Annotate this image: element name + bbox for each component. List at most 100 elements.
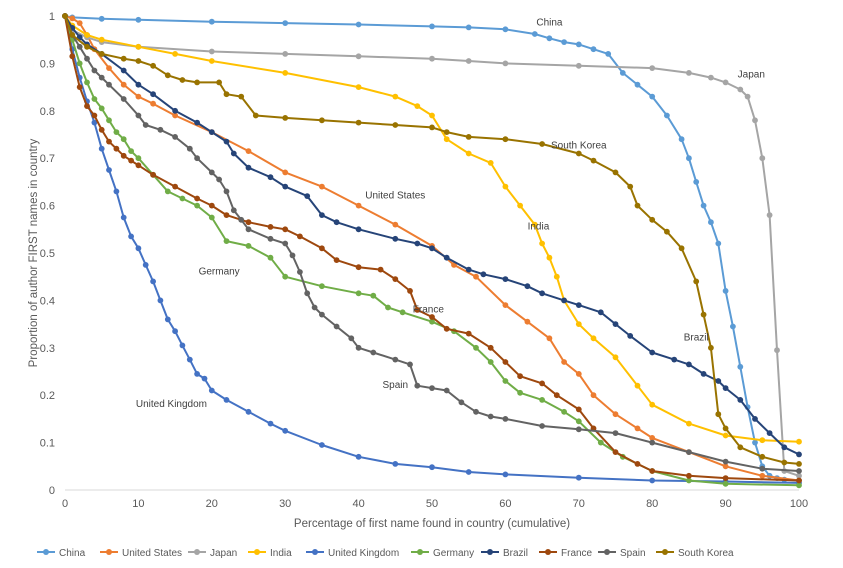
data-point (282, 51, 289, 57)
data-point (282, 169, 289, 176)
legend-marker (43, 549, 49, 555)
data-point (355, 21, 362, 28)
data-point (208, 202, 215, 209)
data-point (245, 164, 252, 171)
data-point (370, 292, 377, 299)
x-tick-label: 50 (426, 498, 438, 510)
data-point (392, 461, 399, 467)
data-point (737, 397, 744, 403)
y-tick-label: 0.3 (40, 343, 55, 355)
x-tick-label: 90 (719, 498, 731, 510)
annotation-label: Spain (383, 380, 409, 391)
data-point (186, 356, 193, 363)
data-point (649, 435, 656, 441)
data-point (113, 188, 120, 195)
data-point (69, 53, 76, 60)
data-point (752, 117, 758, 124)
data-point (150, 171, 157, 178)
legend-item: Germany (411, 548, 474, 559)
data-point (590, 392, 597, 399)
data-point (106, 81, 112, 88)
data-point (612, 430, 619, 436)
legend-item: Brazil (481, 548, 528, 559)
data-point (385, 304, 391, 311)
data-point (120, 136, 127, 143)
data-point (612, 449, 619, 455)
legend-item: France (539, 548, 593, 559)
data-point (429, 112, 435, 119)
data-point (245, 219, 252, 226)
series-united-kingdom (62, 13, 802, 486)
data-point (759, 437, 766, 444)
data-point (722, 288, 729, 294)
data-point (465, 330, 472, 337)
legend-marker (487, 549, 493, 555)
data-point (634, 202, 641, 209)
data-point (297, 269, 303, 275)
legend-label: France (561, 548, 593, 559)
data-point (113, 129, 120, 136)
data-point (443, 254, 450, 261)
data-point (245, 226, 252, 233)
data-point (429, 55, 435, 62)
series-south-korea (62, 13, 802, 467)
data-point (120, 214, 127, 221)
y-tick-label: 1 (49, 11, 55, 23)
data-point (355, 290, 362, 297)
data-point (487, 359, 494, 365)
data-point (539, 397, 545, 403)
data-point (561, 408, 567, 415)
data-point (539, 141, 545, 147)
data-point (465, 58, 472, 64)
data-point (355, 264, 362, 271)
data-point (597, 309, 604, 316)
data-point (392, 122, 399, 128)
data-point (722, 475, 729, 481)
legend-marker (312, 549, 318, 555)
series-annotations: China Japan South Korea United States India B… (136, 17, 765, 410)
data-point (106, 167, 112, 173)
data-point (539, 290, 545, 297)
data-point (135, 245, 142, 252)
data-point (311, 304, 318, 311)
data-point (245, 243, 252, 249)
data-point (172, 183, 179, 190)
data-point (319, 183, 325, 190)
data-point (429, 464, 435, 471)
data-point (245, 148, 252, 155)
x-tick-label: 40 (352, 498, 364, 510)
data-point (686, 155, 692, 162)
data-point (686, 449, 692, 455)
data-point (223, 188, 230, 195)
data-point (539, 380, 545, 387)
data-point (590, 335, 597, 342)
legend-item: United Kingdom (306, 548, 399, 559)
annotation-label: United States (365, 190, 425, 201)
data-point (84, 55, 90, 62)
y-axis-title: Proportion of author FIRST names in coun… (28, 138, 40, 367)
data-point (693, 179, 700, 185)
x-tick-label: 30 (279, 498, 291, 510)
x-tick-label: 80 (646, 498, 658, 510)
data-point (208, 214, 215, 221)
data-point (135, 43, 142, 50)
data-point (355, 202, 362, 209)
data-point (429, 385, 435, 391)
data-point (179, 342, 186, 349)
data-point (208, 58, 215, 64)
data-point (590, 46, 597, 53)
x-tick-label: 70 (573, 498, 585, 510)
data-point (715, 378, 722, 384)
data-point (686, 477, 692, 484)
data-point (120, 55, 127, 62)
data-point (414, 307, 421, 313)
legend-item: India (248, 548, 292, 559)
data-point (216, 176, 223, 183)
data-point (686, 361, 692, 368)
data-point (172, 107, 179, 114)
data-point (106, 65, 112, 71)
data-point (531, 221, 538, 228)
data-point (737, 86, 744, 93)
data-point (487, 413, 494, 420)
data-point (502, 359, 509, 365)
